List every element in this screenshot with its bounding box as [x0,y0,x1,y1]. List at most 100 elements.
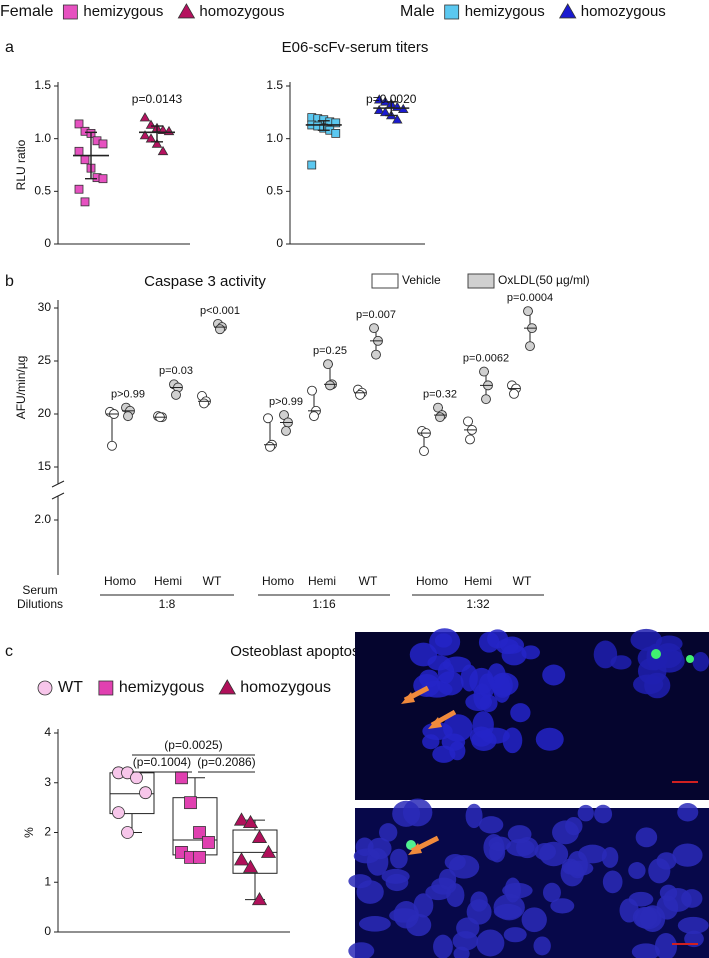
data-point [151,138,163,148]
data-point [435,412,445,423]
cell-nucleus [550,898,575,914]
data-point [233,812,250,826]
y-tick-label: 1 [44,874,51,888]
p-value: p=0.0062 [463,353,509,365]
tunel-signal [686,655,694,663]
data-point [202,836,215,849]
legend-label: homozygous [199,3,284,20]
cell-nucleus [478,631,500,653]
legend-label: hemizygous [465,3,545,20]
cell-nucleus [533,936,551,956]
cell-nucleus [594,804,613,824]
x-tick-label: Hemi [464,574,492,588]
axis-break [51,480,65,488]
legend-title: Male [400,3,435,20]
x-tick-label: WT [359,574,378,588]
legend-marker [558,3,577,19]
cell-nucleus [563,860,594,876]
legend-label: hemizygous [83,3,163,20]
cell-nucleus [677,916,709,935]
data-point [265,441,275,452]
cell-nucleus [506,838,535,857]
data-point [307,160,317,170]
data-point [171,389,181,400]
data-point [215,324,225,335]
y-tick-label: 0 [44,236,51,250]
data-point [373,94,385,104]
axis-break [51,492,65,500]
data-point [98,139,108,149]
data-point [307,385,317,396]
legend-marker [444,4,460,20]
p-value: p>0.99 [111,389,145,401]
cell-nucleus [672,843,703,867]
y-tick-label: 0 [44,924,51,938]
data-point [369,323,379,334]
cell-nucleus [635,827,658,848]
data-point [193,850,206,864]
data-point [98,174,108,184]
data-point [121,826,134,839]
y-tick-label: 0.5 [266,184,283,198]
cell-nucleus [419,669,439,688]
data-point [233,852,250,866]
data-point [242,814,259,829]
data-point [74,146,84,156]
legend-marker [177,3,196,19]
data-point [80,155,90,165]
x-axis-label: Serum [22,583,57,597]
cell-nucleus [392,800,421,827]
y-tick-label: 20 [38,406,52,420]
y-axis-label: RLU ratio [14,139,28,190]
cell-nucleus [692,652,709,672]
x-tick-label: Hemi [308,574,336,588]
data-point [157,145,169,156]
legend-title: Female [0,3,53,20]
data-point [80,197,90,207]
arrow-head [428,717,442,729]
cell-nucleus [630,628,663,651]
cell-nucleus [510,703,531,723]
cell-nucleus [465,803,483,829]
x-tick-label: Homo [104,574,136,588]
data-point [139,112,151,122]
data-point [419,446,429,457]
cell-nucleus [434,633,453,648]
cell-nucleus [478,816,504,834]
data-point [523,306,533,317]
cell-nucleus [684,930,704,948]
cell-nucleus [552,820,579,845]
microscopy-images [348,628,709,958]
data-point [139,786,152,800]
cell-nucleus [453,946,470,958]
cell-nucleus [381,868,410,884]
data-point [371,349,381,360]
data-point [251,891,268,906]
legend-label: OxLDL(50 µg/ml) [498,273,590,287]
data-point [509,388,519,399]
cell-nucleus [406,913,432,937]
data-point [175,771,188,785]
y-tick-label: 15 [38,459,52,473]
cell-nucleus [504,877,522,903]
data-point [123,411,133,422]
cell-nucleus [483,833,505,861]
y-tick-label: 2 [44,825,51,839]
cell-nucleus [521,907,547,933]
cell-nucleus [542,664,566,686]
p-value: p=0.007 [356,309,396,321]
panel-label: a [5,39,14,56]
y-axis-label: % [22,827,36,838]
x-tick-label: WT [513,574,532,588]
p-value: p=0.25 [313,345,347,357]
data-point [139,130,151,140]
data-point [323,359,333,370]
y-tick-label: 30 [38,300,52,314]
p-value: p=0.03 [159,365,193,377]
cell-nucleus [681,889,703,908]
arrow-head [401,692,415,704]
cell-nucleus [535,727,564,751]
data-point [145,119,157,129]
cell-nucleus [577,804,594,822]
cell-nucleus [448,855,480,879]
